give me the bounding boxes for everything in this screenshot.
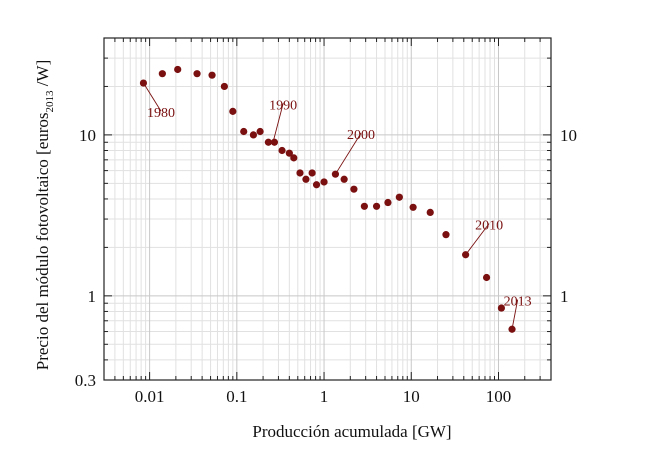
- x-tick-label: 0.01: [135, 387, 165, 406]
- data-point: [384, 198, 392, 207]
- data-point: [174, 65, 182, 74]
- data-point: [208, 71, 216, 79]
- data-point: [497, 304, 506, 312]
- data-point: [312, 181, 321, 189]
- annotation-label: 1980: [147, 106, 175, 121]
- data-point: [395, 193, 403, 201]
- data-point: [331, 170, 340, 178]
- x-axis-title: Producción acumulada [GW]: [252, 422, 451, 441]
- data-point: [193, 70, 201, 78]
- annotation-label: 1990: [269, 98, 297, 113]
- x-tick-label: 10: [403, 387, 420, 406]
- data-point: [270, 138, 279, 146]
- data-point: [256, 127, 264, 136]
- annotation-line: [335, 132, 362, 175]
- data-point: [372, 202, 381, 210]
- data-point: [482, 273, 491, 282]
- data-point: [240, 127, 248, 136]
- data-point: [508, 325, 516, 333]
- annotation-line: [465, 223, 490, 256]
- y-tick-label-right: 1: [560, 287, 569, 306]
- x-tick-label: 1: [320, 387, 329, 406]
- data-point: [229, 107, 237, 115]
- data-point: [302, 175, 310, 183]
- annotation-line: [143, 82, 162, 112]
- data-point: [409, 203, 417, 211]
- annotation-line: [272, 103, 284, 143]
- data-point: [285, 149, 293, 157]
- data-point: [360, 202, 368, 210]
- data-point: [220, 82, 228, 91]
- axis-ticks: [104, 38, 551, 380]
- axis-tick-labels: 0.01 0.1 1 10 100 0.3 1 10 1 10: [75, 126, 577, 406]
- data-point: [442, 231, 450, 239]
- y-axis-title-subscript: 2013: [44, 90, 56, 113]
- data-point: [320, 178, 328, 186]
- data-point: [426, 208, 434, 216]
- y-tick-label-left: 10: [79, 126, 96, 145]
- annotation-leader-lines: [143, 82, 519, 330]
- y-axis-title-main: Precio del módulo fotovoltaico [euros: [33, 112, 52, 370]
- data-point: [462, 251, 470, 259]
- data-point: [264, 138, 272, 146]
- annotation-label: 2013: [504, 295, 532, 310]
- annotation-labels: 1980 1990 2000 2010 2013: [147, 98, 532, 309]
- y-axis-title-unit: /W]: [33, 60, 52, 91]
- y-tick-label-left: 1: [88, 287, 97, 306]
- data-point: [139, 79, 148, 87]
- data-points: [139, 65, 516, 333]
- data-point: [290, 154, 298, 162]
- x-tick-label: 100: [486, 387, 512, 406]
- data-point: [249, 131, 258, 139]
- data-point: [278, 146, 286, 155]
- x-tick-label: 0.1: [226, 387, 247, 406]
- minor-gridlines: [104, 38, 551, 380]
- y-axis-title: Precio del módulo fotovoltaico [euros201…: [33, 60, 56, 370]
- data-point: [296, 169, 304, 177]
- plot-frame: [103, 37, 552, 381]
- data-point: [350, 185, 358, 193]
- data-point: [340, 175, 348, 183]
- data-point: [158, 70, 166, 78]
- y-tick-label-right: 10: [560, 126, 577, 145]
- major-gridlines: [104, 38, 551, 380]
- annotation-label: 2000: [347, 128, 375, 143]
- y-tick-label-left: 0.3: [75, 371, 96, 390]
- annotation-line: [511, 299, 519, 330]
- data-point: [308, 169, 316, 177]
- annotation-label: 2010: [475, 219, 503, 234]
